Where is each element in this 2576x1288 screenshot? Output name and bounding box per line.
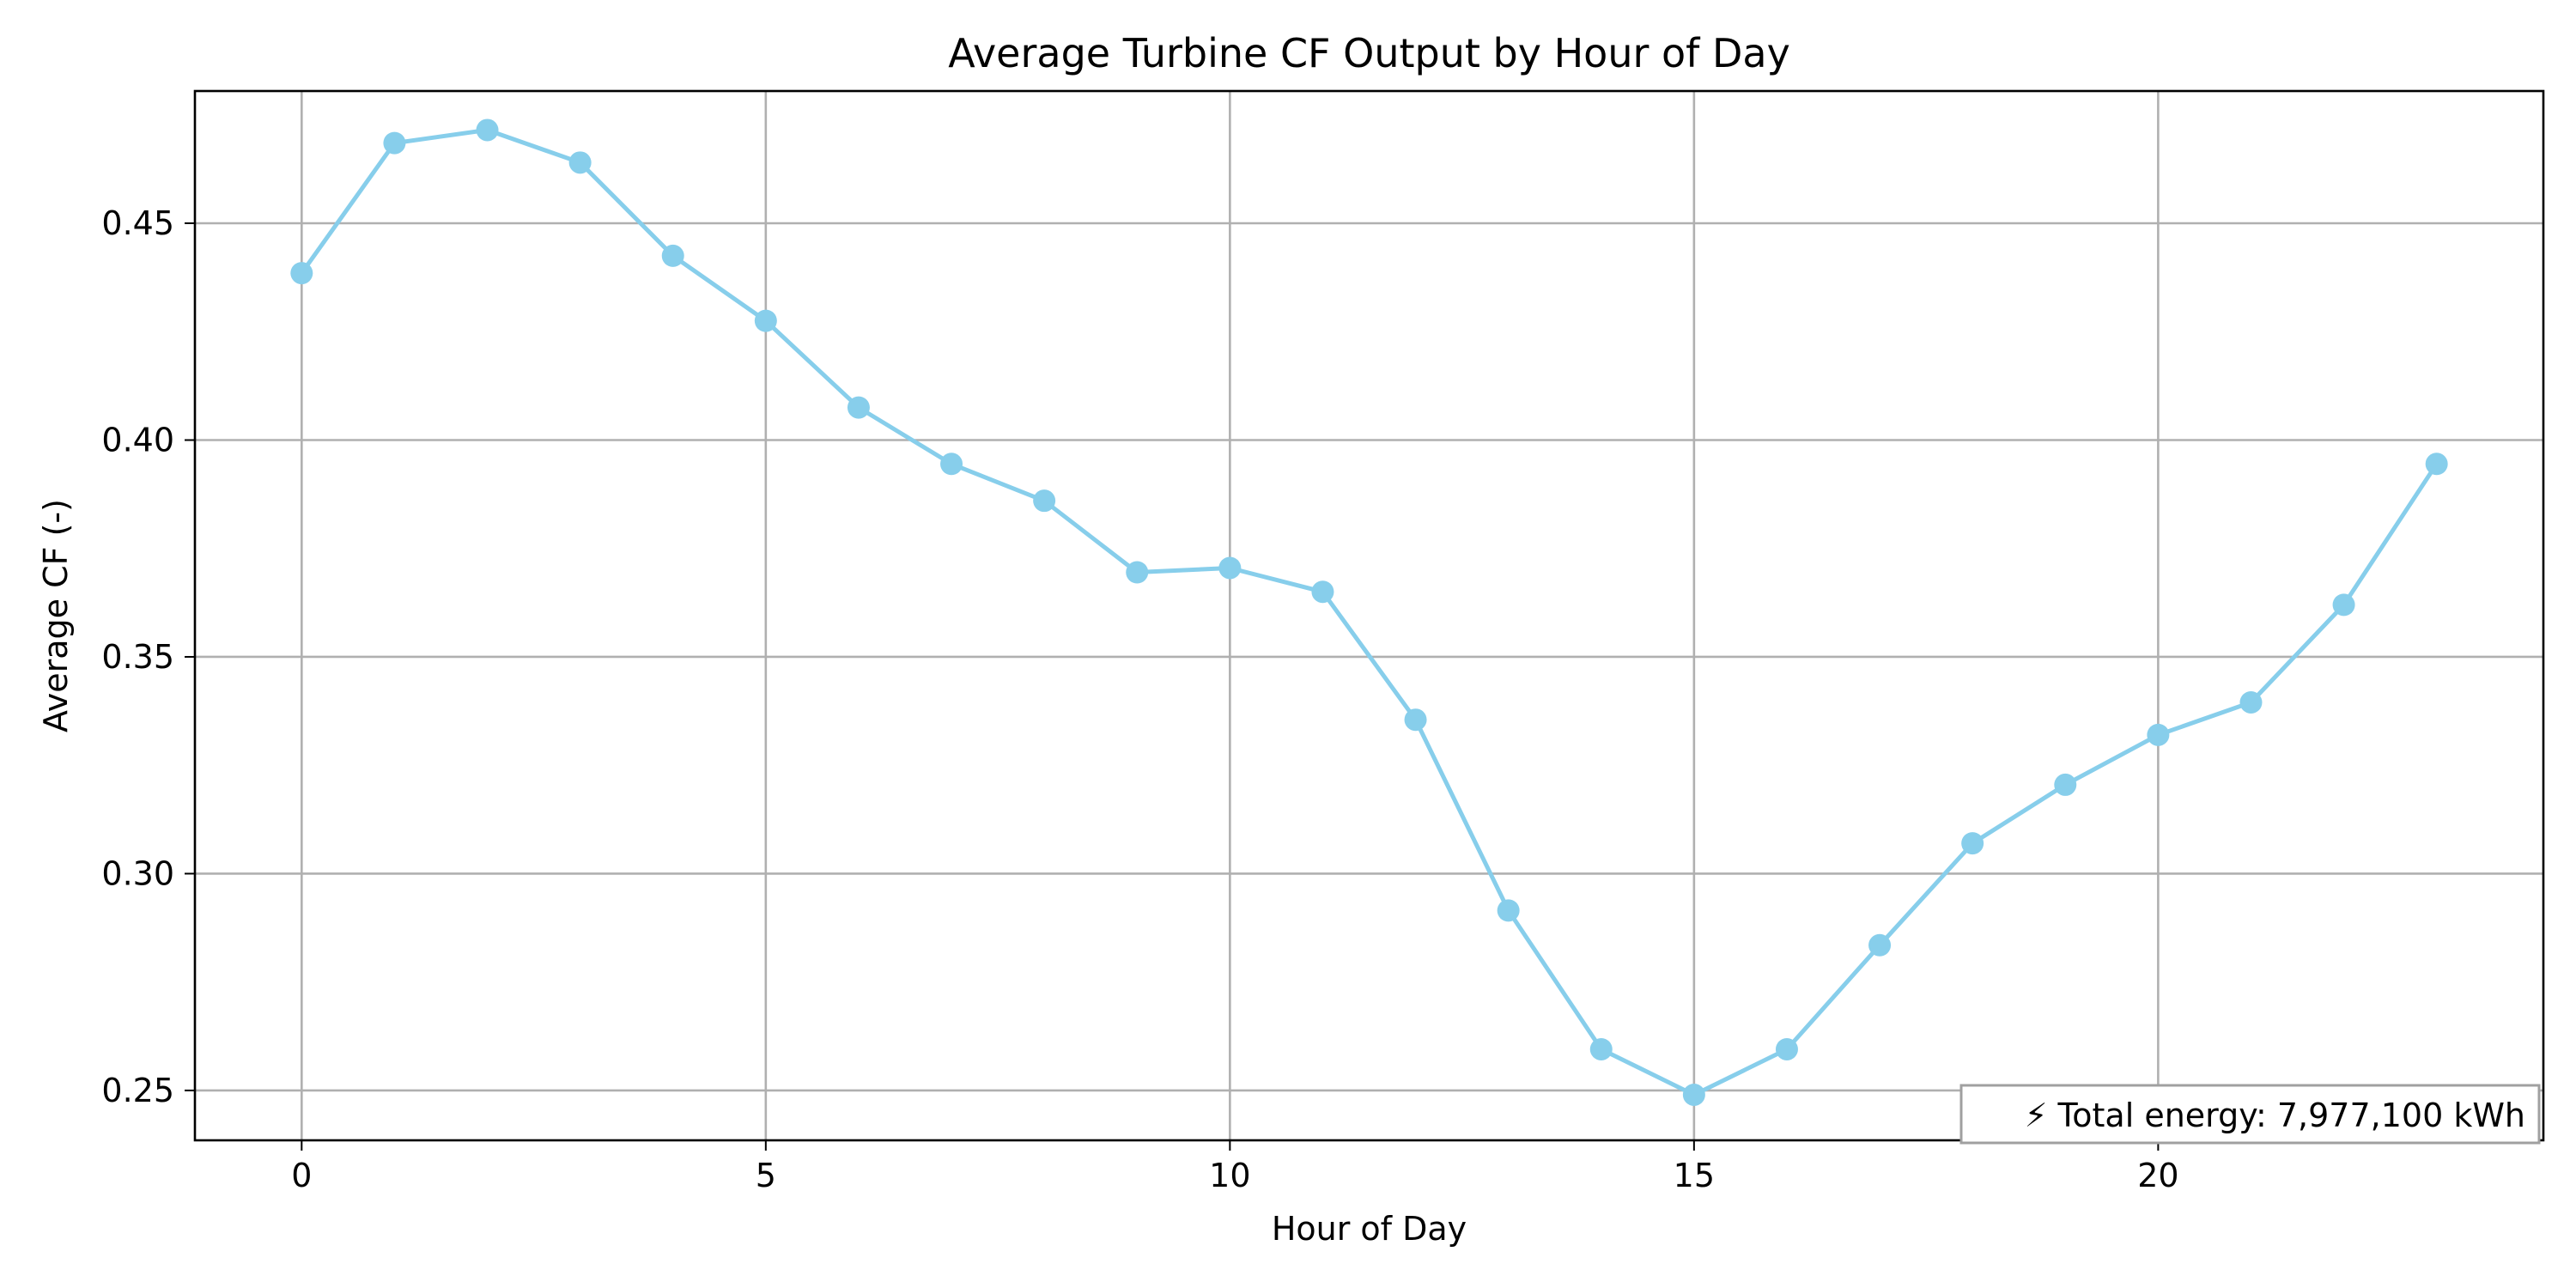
data-point (2425, 453, 2448, 476)
x-tick-label: 0 (291, 1157, 312, 1194)
data-point (847, 396, 870, 419)
data-point (476, 118, 499, 142)
x-tick-label: 20 (2137, 1157, 2178, 1194)
data-point (1868, 933, 1892, 957)
data-point (1311, 580, 1334, 604)
data-point (290, 262, 313, 285)
chart-title: Average Turbine CF Output by Hour of Day (948, 30, 1790, 76)
data-point (2332, 593, 2355, 617)
grid-layer (195, 91, 2543, 1140)
data-point (1404, 708, 1427, 732)
data-point (1961, 832, 1984, 855)
x-tick-label: 10 (1209, 1157, 1250, 1194)
x-axis-label: Hour of Day (1272, 1210, 1467, 1248)
tick-layer: 0 5 10 15 20 0.25 0.30 0.35 0.40 0.45 (101, 204, 2178, 1194)
annotation-text: ⚡ Total energy: 7,977,100 kWh (2025, 1097, 2525, 1134)
x-tick-label: 5 (756, 1157, 776, 1194)
data-point (1589, 1037, 1613, 1060)
data-point (568, 151, 592, 174)
y-tick-label: 0.45 (101, 204, 174, 242)
data-point (383, 131, 406, 155)
x-tick-label: 15 (1674, 1157, 1715, 1194)
data-point (1497, 899, 1520, 922)
y-tick-label: 0.35 (101, 638, 174, 676)
data-point (1033, 489, 1056, 513)
plot-frame (193, 89, 2545, 1142)
y-tick-label: 0.25 (101, 1072, 174, 1109)
data-point (1682, 1083, 1705, 1106)
data-point (2147, 723, 2170, 746)
data-point (1126, 561, 1149, 584)
data-point (940, 453, 963, 476)
data-point (661, 244, 684, 267)
series-line (300, 127, 2439, 1097)
data-point (1218, 556, 1242, 580)
y-tick-label: 0.30 (101, 854, 174, 892)
data-point (754, 309, 777, 332)
data-point (2054, 773, 2077, 796)
data-point (1775, 1037, 1798, 1060)
annotation-box (1959, 1084, 2541, 1145)
y-tick-label: 0.40 (101, 421, 174, 459)
series-layer (290, 118, 2448, 1106)
data-point (2239, 690, 2263, 714)
y-axis-label: Average CF (-) (37, 499, 75, 732)
total-energy-annotation: ⚡ Total energy: 7,977,100 kWh (1959, 1084, 2541, 1145)
